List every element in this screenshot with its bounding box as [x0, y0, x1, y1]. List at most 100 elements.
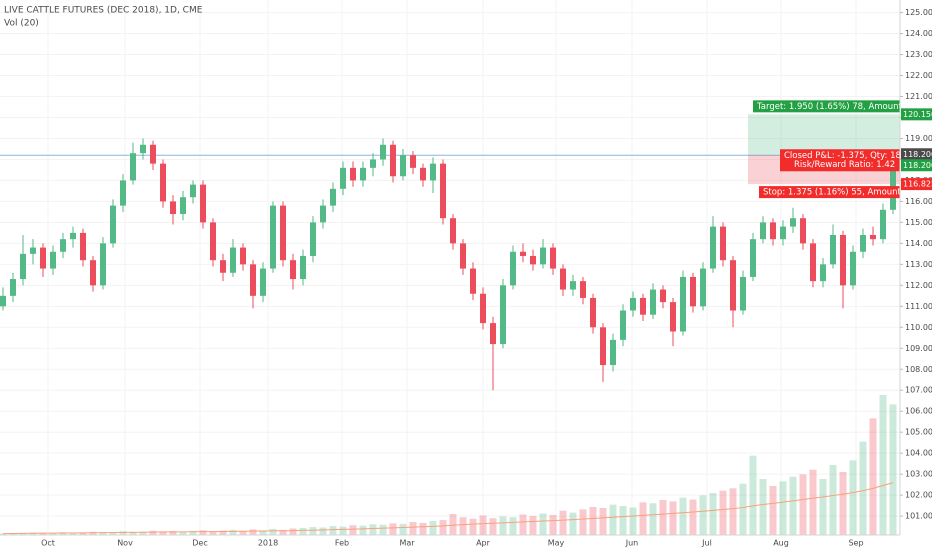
- last-price-tag-bg: [901, 148, 932, 161]
- target-label: Target: 1.950 (1.65%) 78, Amount: 135: [756, 102, 924, 112]
- entry-price-tag: 118.200: [903, 161, 932, 170]
- candle-body: [20, 253, 26, 280]
- y-tick-label: 114.000: [905, 239, 932, 248]
- candle-body: [300, 255, 306, 280]
- candle-body: [620, 310, 626, 340]
- y-tick-label: 108.000: [905, 365, 932, 374]
- volume-bar: [399, 523, 407, 535]
- candle-body: [670, 302, 676, 332]
- volume-bar: [129, 531, 137, 535]
- y-tick-label: 119.000: [905, 134, 932, 143]
- volume-bar: [789, 476, 797, 535]
- x-tick-label: Nov: [117, 539, 133, 548]
- candle-body: [40, 247, 46, 269]
- volume-bar: [289, 528, 297, 535]
- volume-bar: [179, 531, 187, 535]
- candle-body: [610, 339, 616, 366]
- candle-body: [440, 163, 446, 219]
- candle-body: [830, 234, 836, 265]
- x-tick-label: Feb: [335, 539, 349, 548]
- volume-bar: [779, 481, 787, 535]
- volume-bar: [509, 517, 517, 535]
- volume-bar: [9, 533, 17, 535]
- candle-body: [390, 144, 396, 177]
- volume-bar: [539, 513, 547, 535]
- candle-body: [630, 297, 636, 311]
- y-tick-label: 111.000: [905, 302, 932, 311]
- volume-bar: [229, 529, 237, 535]
- volume-bar: [389, 523, 397, 535]
- candle-body: [230, 247, 236, 273]
- candle-body: [730, 260, 736, 311]
- candle-body: [320, 205, 326, 223]
- volume-bar: [199, 530, 207, 535]
- volume-bar: [819, 479, 827, 535]
- volume-bar: [449, 514, 457, 535]
- volume-pane: [0, 395, 897, 535]
- volume-bar: [479, 515, 487, 535]
- candle-body: [560, 268, 566, 290]
- volume-bar: [219, 530, 227, 535]
- candle-body: [650, 289, 656, 315]
- volume-bar: [639, 502, 647, 535]
- candle-body: [820, 264, 826, 282]
- candle-body: [240, 247, 246, 265]
- y-tick-label: 104.000: [905, 449, 932, 458]
- volume-bar: [659, 500, 667, 535]
- y-tick-label: 107.000: [905, 386, 932, 395]
- candles: [0, 138, 896, 391]
- volume-bar: [849, 460, 857, 535]
- volume-bar: [799, 474, 807, 535]
- candle-body: [840, 234, 846, 286]
- candle-body: [470, 268, 476, 294]
- volume-bar: [19, 533, 27, 535]
- y-tick-label: 103.000: [905, 470, 932, 479]
- x-tick-label: Jul: [701, 539, 712, 548]
- candle-body: [90, 260, 96, 286]
- candle-body: [380, 144, 386, 160]
- candle-body: [360, 167, 366, 181]
- candle-body: [760, 222, 766, 240]
- candle-body: [570, 281, 576, 290]
- volume-bar: [249, 529, 257, 535]
- volume-bar: [69, 532, 77, 535]
- volume-bar: [629, 507, 637, 535]
- position-tool[interactable]: [748, 114, 900, 185]
- x-tick-label: Mar: [399, 539, 415, 548]
- y-tick-label: 101.000: [905, 512, 932, 521]
- candle-body: [220, 260, 226, 273]
- volume-bar: [349, 525, 357, 535]
- candle-body: [510, 251, 516, 286]
- candle-body: [10, 279, 16, 296]
- candle-body: [800, 218, 806, 244]
- candle-body: [420, 167, 426, 181]
- volume-bar: [59, 532, 67, 535]
- candle-body: [580, 281, 586, 298]
- stop-label-bg: [759, 186, 900, 199]
- volume-bar: [99, 531, 107, 535]
- candle-body: [530, 255, 536, 265]
- volume-bar: [329, 526, 337, 535]
- volume-bar: [729, 488, 737, 535]
- candle-body: [60, 239, 66, 252]
- target-zone: [748, 114, 900, 156]
- volume-bar: [459, 517, 467, 535]
- candle-body: [290, 260, 296, 280]
- volume-bar: [109, 532, 117, 535]
- volume-bar: [809, 469, 817, 535]
- ratio-label: Risk/Reward Ratio: 1.42: [794, 160, 895, 170]
- candle-body: [500, 285, 506, 345]
- y-tick-label: 106.000: [905, 407, 932, 416]
- candle-body: [790, 218, 796, 227]
- volume-bar: [439, 520, 447, 535]
- volume-bar: [889, 404, 897, 535]
- volume-bar: [359, 525, 367, 535]
- volume-bar: [409, 521, 417, 535]
- volume-bar: [859, 441, 867, 535]
- volume-bar: [579, 509, 587, 535]
- volume-bar: [569, 512, 577, 535]
- volume-label: Vol (20): [4, 19, 39, 29]
- candle-body: [430, 163, 436, 181]
- volume-bar: [339, 526, 347, 535]
